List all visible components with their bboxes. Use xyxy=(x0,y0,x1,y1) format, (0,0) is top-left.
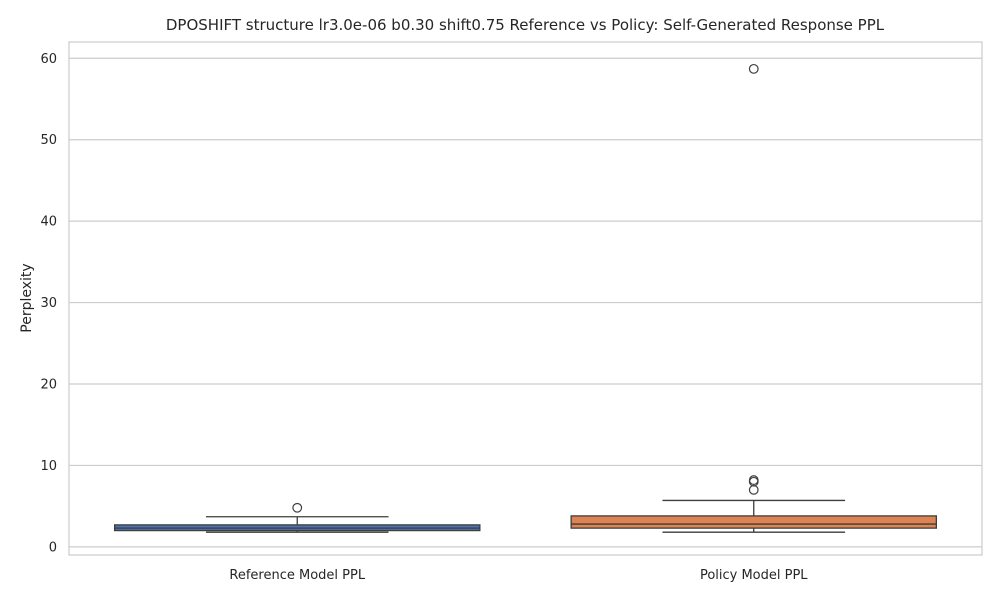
plot-area-frame xyxy=(68,41,983,556)
x-tick-labels: Reference Model PPL Policy Model PPL xyxy=(229,568,808,583)
outlier-point-3 xyxy=(748,63,759,74)
gridlines xyxy=(69,57,982,548)
x-tick-label-0: Reference Model PPL xyxy=(229,568,365,583)
outlier-point-0 xyxy=(292,502,303,513)
y-tick-label-0: 0 xyxy=(49,540,57,555)
plot-area-background xyxy=(69,42,982,555)
y-tick-label-50: 50 xyxy=(40,133,57,148)
y-tick-label-10: 10 xyxy=(40,459,57,474)
y-tick-label-30: 30 xyxy=(40,296,57,311)
x-tick-label-1: Policy Model PPL xyxy=(700,568,808,583)
chart-title: DPOSHIFT structure lr3.0e-06 b0.30 shift… xyxy=(166,16,885,34)
box-series xyxy=(114,63,938,533)
y-tick-label-60: 60 xyxy=(40,52,57,67)
outlier-point-2 xyxy=(748,475,759,485)
y-tick-labels: 0 10 20 30 40 50 60 xyxy=(40,52,57,556)
box-group-0 xyxy=(114,502,481,533)
y-tick-label-40: 40 xyxy=(40,215,57,230)
y-axis-label: Perplexity xyxy=(19,263,35,332)
box-iqr xyxy=(570,515,938,529)
box-group-1 xyxy=(570,63,938,533)
y-tick-label-20: 20 xyxy=(40,378,57,393)
